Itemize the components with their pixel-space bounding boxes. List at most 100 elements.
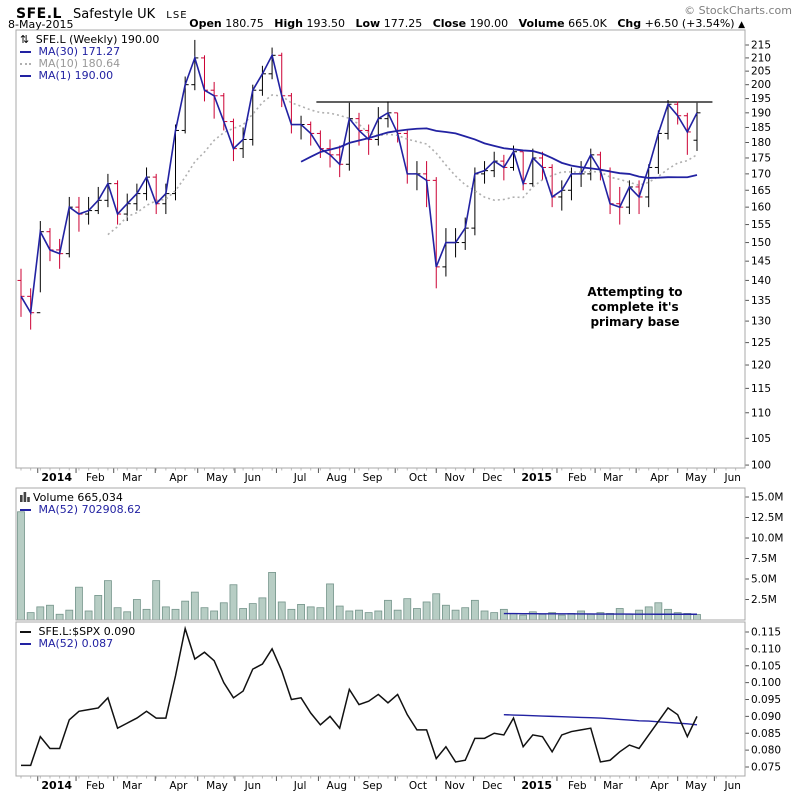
svg-text:7.5M: 7.5M [751, 553, 777, 565]
svg-text:175: 175 [751, 152, 771, 164]
svg-text:110: 110 [751, 407, 771, 419]
ma1-value: 190.00 [74, 69, 114, 82]
svg-text:2.5M: 2.5M [751, 594, 777, 606]
svg-text:150: 150 [751, 237, 771, 249]
open-value: 180.75 [225, 17, 264, 30]
chart-annotation: Attempting to complete it's primary base [555, 285, 715, 330]
ratio-ma-value: 0.087 [81, 637, 114, 650]
svg-text:Sep: Sep [363, 780, 383, 792]
svg-text:0.080: 0.080 [751, 745, 781, 757]
svg-text:Nov: Nov [444, 472, 465, 484]
ratio-ma-swatch-icon [20, 643, 31, 645]
svg-text:May: May [685, 780, 707, 792]
svg-text:120: 120 [751, 360, 771, 372]
company-name: Safestyle UK [73, 7, 156, 22]
svg-text:5.0M: 5.0M [751, 574, 777, 586]
svg-text:195: 195 [751, 93, 771, 105]
svg-text:0.075: 0.075 [751, 762, 781, 774]
up-arrow-icon: ▲ [738, 20, 745, 30]
ratio-swatch-icon [20, 631, 31, 633]
svg-text:125: 125 [751, 337, 771, 349]
svg-text:205: 205 [751, 66, 771, 78]
ma1-swatch-icon [20, 75, 31, 77]
symbol: SFE.L [16, 6, 62, 22]
ma10-value: 180.64 [81, 57, 121, 70]
low-label: Low [355, 17, 381, 30]
svg-text:Apr: Apr [650, 780, 669, 792]
volume-ma-value: 702908.62 [81, 503, 142, 516]
svg-text:May: May [685, 472, 707, 484]
svg-text:100: 100 [751, 460, 771, 472]
svg-text:Feb: Feb [568, 780, 587, 792]
svg-text:Mar: Mar [603, 780, 623, 792]
ratio-ma-label: MA(52) [38, 637, 79, 650]
svg-text:Mar: Mar [122, 780, 142, 792]
svg-text:105: 105 [751, 433, 771, 445]
price-legend: ⇅ SFE.L (Weekly) 190.00 MA(30) 171.27 MA… [20, 34, 159, 82]
svg-text:Oct: Oct [409, 472, 427, 484]
volume-value: 665.0K [568, 17, 607, 30]
close-value: 190.00 [469, 17, 509, 30]
svg-text:Mar: Mar [122, 472, 142, 484]
svg-text:0.085: 0.085 [751, 728, 781, 740]
svg-text:Aug: Aug [327, 472, 348, 484]
svg-text:190: 190 [751, 107, 771, 119]
annotation-line2: primary base [590, 315, 680, 329]
svg-text:215: 215 [751, 40, 771, 52]
svg-text:Jun: Jun [724, 472, 741, 484]
price-legend-last: 190.00 [120, 33, 160, 46]
svg-text:160: 160 [751, 202, 771, 214]
price-legend-symbol: SFE.L (Weekly) [35, 33, 118, 46]
svg-text:12.5M: 12.5M [751, 512, 783, 524]
svg-text:165: 165 [751, 185, 771, 197]
ratio-legend-value: 0.090 [103, 625, 136, 638]
svg-text:Sep: Sep [363, 472, 383, 484]
svg-text:Nov: Nov [444, 780, 465, 792]
svg-text:Mar: Mar [603, 472, 623, 484]
ma30-swatch-icon [20, 51, 31, 53]
svg-text:Jun: Jun [244, 780, 261, 792]
svg-text:0.090: 0.090 [751, 711, 781, 723]
svg-text:Jul: Jul [293, 472, 307, 484]
svg-text:May: May [206, 472, 228, 484]
ratio-legend-label: SFE.L:$SPX [38, 625, 101, 638]
svg-text:Dec: Dec [482, 472, 503, 484]
svg-text:0.100: 0.100 [751, 677, 781, 689]
svg-text:Aug: Aug [327, 780, 348, 792]
volume-label: Volume [518, 17, 565, 30]
ratio-legend: SFE.L:$SPX 0.090 MA(52) 0.087 [20, 626, 135, 650]
volume-legend: Volume 665,034 MA(52) 702908.62 [20, 492, 141, 516]
svg-text:2015: 2015 [521, 779, 552, 792]
volume-bars-icon [20, 492, 30, 502]
svg-text:115: 115 [751, 383, 771, 395]
svg-text:155: 155 [751, 219, 771, 231]
svg-text:0.105: 0.105 [751, 660, 781, 672]
svg-text:Jun: Jun [244, 472, 261, 484]
svg-text:0.115: 0.115 [751, 627, 781, 639]
svg-text:2014: 2014 [41, 471, 72, 484]
close-label: Close [432, 17, 467, 30]
annotation-line1: Attempting to complete it's [587, 285, 683, 314]
low-value: 177.25 [383, 17, 423, 30]
svg-text:200: 200 [751, 79, 771, 91]
svg-text:Jun: Jun [724, 780, 741, 792]
chart-header: SFE.L Safestyle UK LSE [16, 3, 188, 22]
volume-ma-swatch-icon [20, 509, 31, 511]
svg-text:Jul: Jul [293, 780, 307, 792]
svg-text:145: 145 [751, 256, 771, 268]
svg-text:Apr: Apr [169, 780, 188, 792]
svg-text:185: 185 [751, 122, 771, 134]
ma30-label: MA(30) [38, 45, 79, 58]
svg-text:0.095: 0.095 [751, 694, 781, 706]
exchange: LSE [166, 10, 188, 21]
svg-text:Feb: Feb [568, 472, 587, 484]
volume-legend-value: 665,034 [77, 491, 123, 504]
svg-text:140: 140 [751, 275, 771, 287]
quote-readout: Open 180.75 High 193.50 Low 177.25 Close… [182, 17, 745, 30]
copyright: © StockCharts.com [684, 4, 792, 17]
svg-text:170: 170 [751, 168, 771, 180]
svg-text:Apr: Apr [169, 472, 188, 484]
volume-legend-label: Volume [33, 491, 74, 504]
ma10-label: MA(10) [38, 57, 79, 70]
svg-text:May: May [206, 780, 228, 792]
